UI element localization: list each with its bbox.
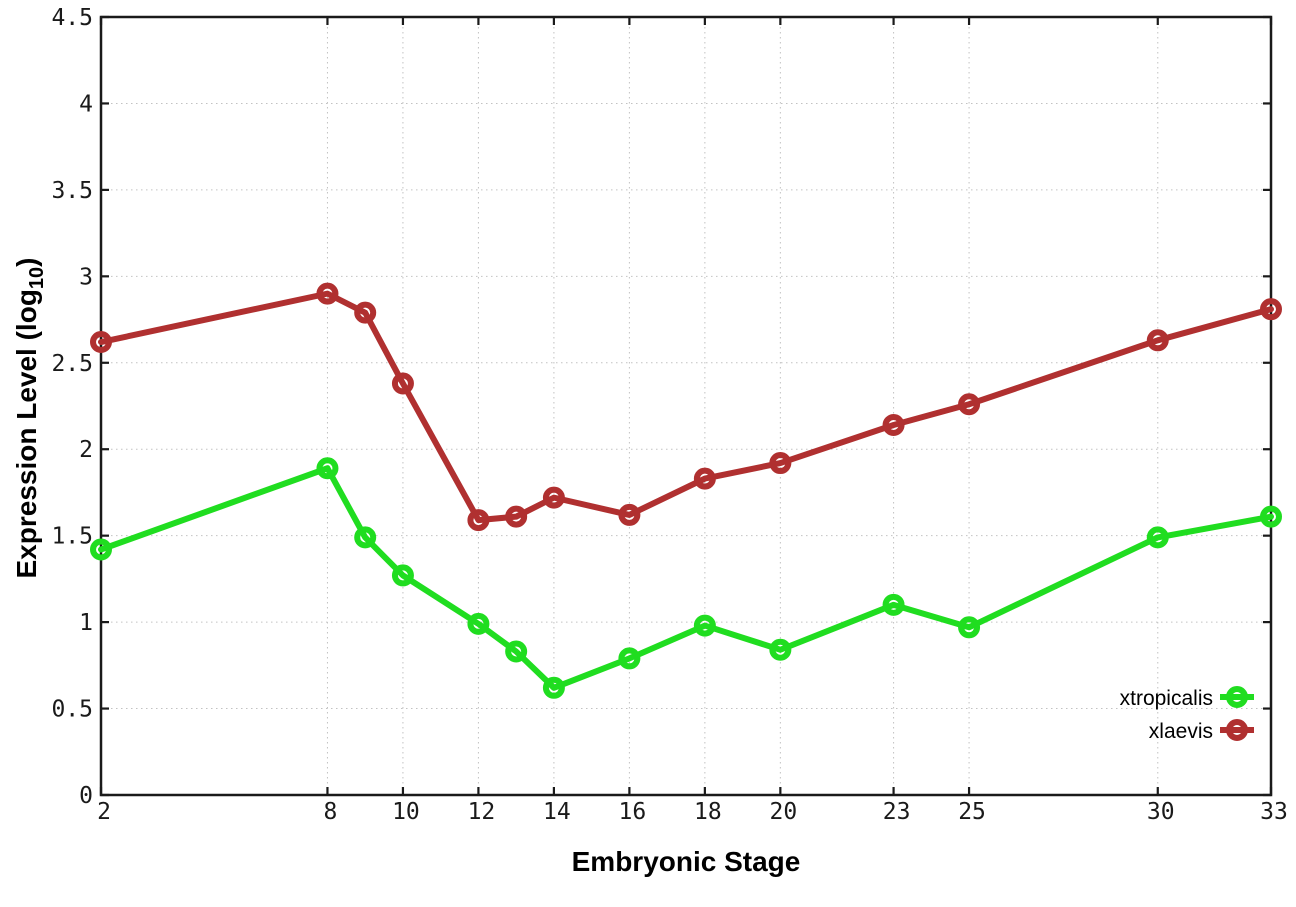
data-point-xtropicalis [693,614,716,637]
legend-sample-marker [1226,686,1248,708]
x-tick-label: 18 [694,799,722,825]
plot-border [99,15,1273,797]
y-tick-label: 4 [79,91,93,117]
x-tick-label: 2 [97,799,111,825]
x-tick-label: 20 [770,799,798,825]
y-tick-label: 2.5 [51,351,93,377]
data-point-xlaevis [769,452,792,475]
x-tick-label: 14 [543,799,571,825]
data-point-xtropicalis [467,612,490,635]
data-point-xlaevis [354,301,377,324]
x-tick-label: 25 [958,799,986,825]
data-point-xtropicalis [769,638,792,661]
y-tick-label: 3 [79,264,93,290]
data-point-xtropicalis [1260,505,1282,528]
data-point-xtropicalis [1146,526,1169,549]
data-point-xlaevis [693,467,716,490]
x-tick-label: 30 [1147,799,1175,825]
data-point-xlaevis [1260,298,1282,321]
legend-label-xtropicalis: xtropicalis [1120,687,1213,710]
y-tick-label: 0.5 [51,697,93,723]
y-tick-label: 0 [79,783,93,809]
legend-sample-marker [1226,719,1248,741]
grid [100,16,1272,796]
series-xtropicalis [90,457,1282,699]
y-axis-title-text: Expression Level (log [11,289,43,579]
x-tick-label: 8 [324,799,338,825]
y-axis-title: Expression Level (log10) [11,258,49,579]
axis-ticks: 2 8 10 12 14 16 18 20 23 25 30 33 0 0.5 1 1.5 2 2.5 3 3.5 4 4… [51,5,1287,825]
x-tick-label: 10 [392,799,420,825]
data-point-xlaevis [1146,329,1169,352]
data-point-xtropicalis [90,538,112,561]
y-tick-label: 2 [79,437,93,463]
data-point-xtropicalis [542,676,565,699]
data-point-xlaevis [618,503,641,526]
series-line-xlaevis [98,290,1274,524]
data-point-xlaevis [542,486,565,509]
x-tick-label: 33 [1260,799,1288,825]
y-axis-title-subscript: 10 [25,266,48,290]
series-xlaevis [90,282,1282,532]
y-tick-label: 4.5 [51,5,93,31]
data-point-xtropicalis [618,647,641,670]
data-point-xlaevis [391,372,414,395]
data-point-xtropicalis [391,564,414,587]
data-point-xtropicalis [882,593,905,616]
data-point-xlaevis [467,509,490,532]
data-point-xlaevis [90,331,112,354]
y-tick-label: 3.5 [51,178,93,204]
data-point-xtropicalis [505,640,528,663]
x-tick-label: 23 [883,799,911,825]
data-point-xlaevis [505,505,528,528]
series-line-xtropicalis [98,465,1274,691]
data-point-xtropicalis [958,616,981,639]
x-axis-title: Embryonic Stage [571,846,801,877]
x-tick-label: 16 [619,799,647,825]
x-tick-label: 12 [468,799,496,825]
data-point-xtropicalis [354,526,377,549]
data-point-xtropicalis [316,457,339,480]
y-axis-title-suffix: ) [11,257,43,267]
data-point-xlaevis [958,393,981,416]
legend-label-xlaevis: xlaevis [1149,720,1213,743]
legend: xtropicalis xlaevis [1120,686,1254,743]
y-tick-label: 1.5 [51,524,93,550]
data-point-xlaevis [316,282,339,305]
y-tick-label: 1 [79,610,93,636]
data-point-xlaevis [882,414,905,437]
